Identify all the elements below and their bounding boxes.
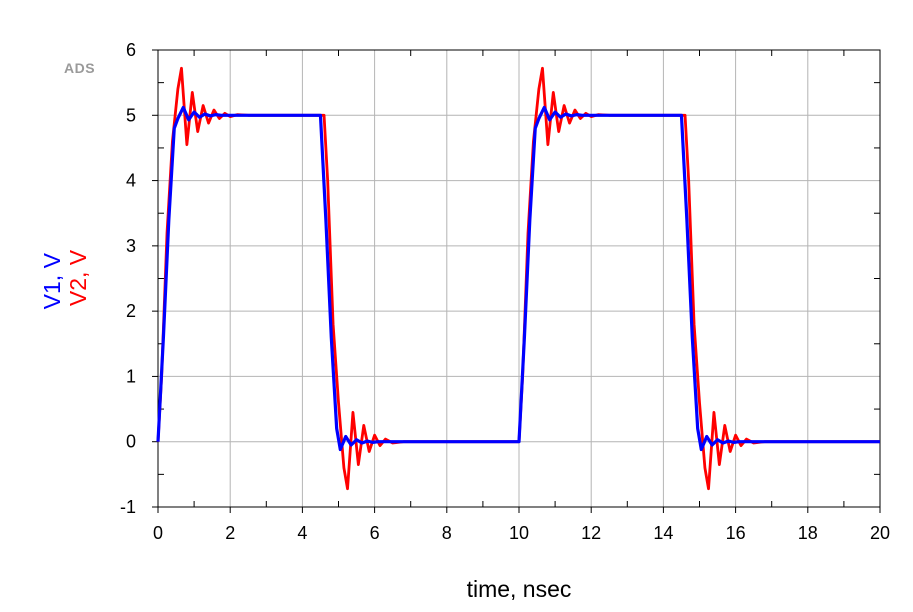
y-axis-title-v1: V1, V	[39, 252, 65, 309]
minor-ticks	[152, 49, 881, 513]
x-tick-labels: 0 2 4 6 8 10 12 14 16 18 20	[153, 523, 890, 543]
x-axis-title: time, nsec	[467, 576, 572, 602]
x-tick-label: 18	[798, 523, 818, 543]
x-tick-label: 14	[653, 523, 673, 543]
x-tick-label: 10	[509, 523, 529, 543]
x-tick-label: 2	[225, 523, 235, 543]
x-tick-label: 6	[370, 523, 380, 543]
y-tick-label: 3	[126, 236, 136, 256]
x-tick-label: 12	[581, 523, 601, 543]
series-line-v1	[156, 105, 880, 452]
y-axis-title-v2: V2, V	[65, 249, 91, 306]
ads-watermark: ADS	[64, 60, 95, 76]
series-layer	[156, 66, 880, 491]
x-tick-label: 4	[297, 523, 307, 543]
y-tick-label: 5	[126, 105, 136, 125]
y-tick-label: 0	[126, 432, 136, 452]
x-tick-label: 20	[870, 523, 890, 543]
y-tick-labels: -1 0 1 2 3 4 5 6	[120, 40, 136, 517]
y-tick-label: 1	[126, 366, 136, 386]
y-tick-label: -1	[120, 497, 136, 517]
x-tick-label: 8	[442, 523, 452, 543]
grid	[158, 50, 880, 507]
y-tick-label: 4	[126, 171, 136, 191]
x-tick-label: 16	[726, 523, 746, 543]
x-tick-label: 0	[153, 523, 163, 543]
y-tick-label: 6	[126, 40, 136, 60]
y-tick-label: 2	[126, 301, 136, 321]
y-axis-title: V1, V V2, V	[39, 247, 91, 310]
